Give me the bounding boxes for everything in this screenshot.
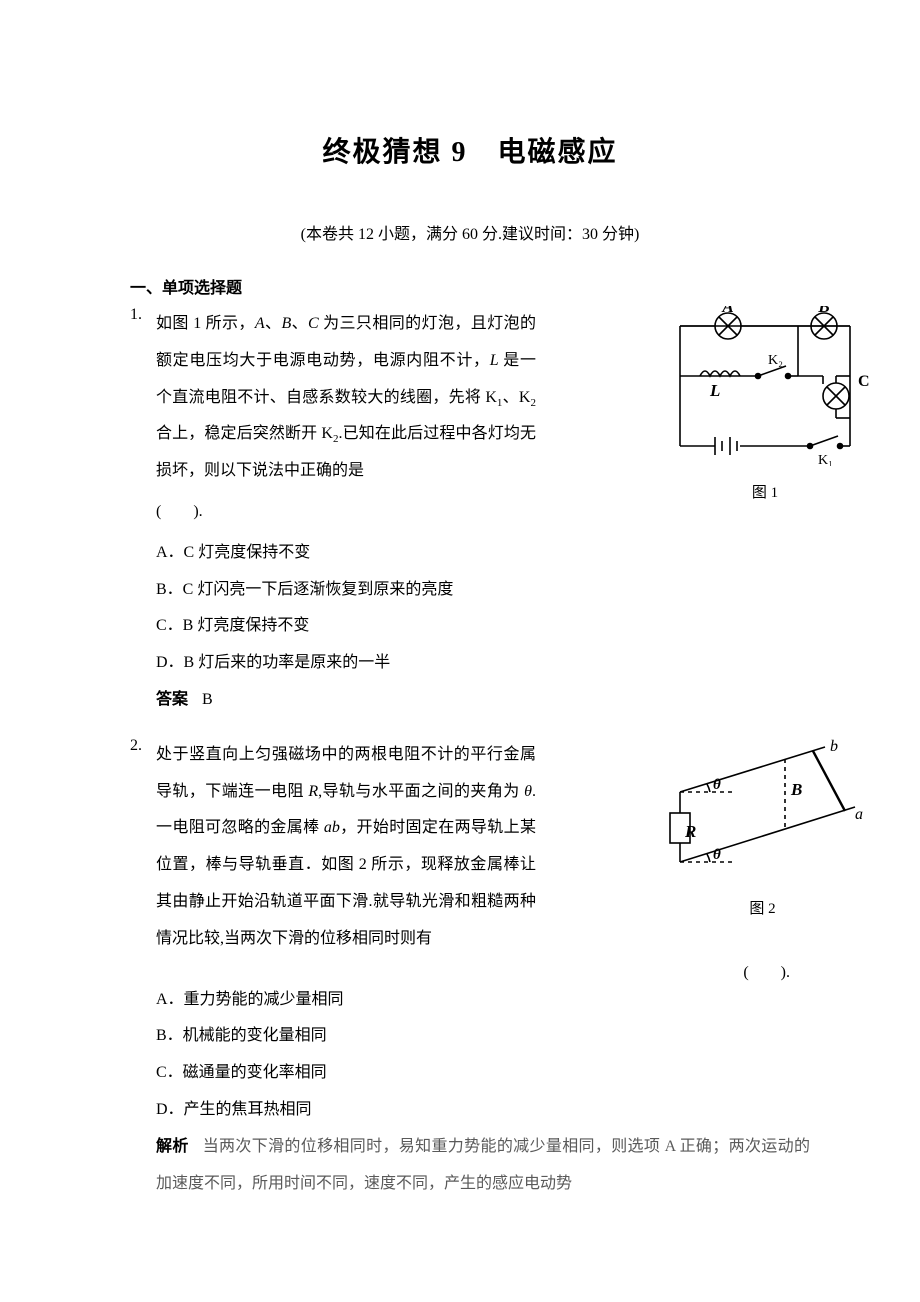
option-B: B．C 灯闪亮一下后逐渐恢复到原来的亮度: [156, 572, 810, 609]
label-a: a: [855, 806, 863, 823]
text: 、: [265, 315, 282, 332]
option-D: D．产生的焦耳热相同: [156, 1092, 810, 1129]
label-A: A: [721, 306, 733, 316]
label-K1: K₁: [818, 453, 833, 466]
figure-2: b a R B θ θ 图 2: [655, 737, 870, 918]
label-K2: K₂: [768, 353, 783, 368]
option-B: B．机械能的变化量相同: [156, 1018, 810, 1055]
text: 合上，稳定后突然断开 K: [156, 425, 333, 442]
question-2: 2.: [130, 737, 810, 1203]
question-number: 1.: [130, 306, 142, 324]
figure-1: A B C L K₂ K₁ 图 1: [660, 306, 870, 502]
answer-value: B: [202, 691, 213, 708]
circuit-diagram: A B C L K₂ K₁: [660, 306, 870, 466]
section-heading: 一、单项选择题: [130, 274, 810, 298]
label-C: C: [858, 373, 870, 390]
page-subtitle: (本卷共 12 小题，满分 60 分.建议时间：30 分钟): [130, 220, 810, 244]
label-Bfield: B: [790, 780, 802, 799]
text: ，开始时固定在两导轨上某位置，棒与导轨垂直．如图 2 所示，现释放金属棒让其由静…: [156, 819, 536, 946]
text: 如图 1 所示，: [156, 315, 255, 332]
explanation-text: 当两次下滑的位移相同时，易知重力势能的减少量相同，则选项 A 正确；两次运动的加…: [156, 1138, 810, 1192]
label-L: L: [709, 381, 720, 400]
q1-options: A．C 灯亮度保持不变 B．C 灯闪亮一下后逐渐恢复到原来的亮度 C．B 灯亮度…: [156, 535, 810, 682]
question-1: 1.: [130, 306, 810, 719]
option-C: C．B 灯亮度保持不变: [156, 608, 810, 645]
option-C: C．磁通量的变化率相同: [156, 1055, 810, 1092]
page-title: 终极猜想 9 电磁感应: [130, 130, 810, 170]
text: 、: [291, 315, 308, 332]
var-L: L: [490, 352, 499, 369]
q1-stem: 如图 1 所示，A、B、C 为三只相同的灯泡，且灯泡的额定电压均大于电源电动势，…: [156, 306, 536, 490]
q2-paren: ( ).: [156, 958, 810, 982]
answer-label: 答案: [156, 691, 188, 708]
option-D: D．B 灯后来的功率是原来的一半: [156, 645, 810, 682]
label-b: b: [830, 738, 838, 755]
text: ,导轨与水平面之间的夹角为: [318, 783, 524, 800]
q2-stem: 处于竖直向上匀强磁场中的两根电阻不计的平行金属导轨，下端连一电阻 R,导轨与水平…: [156, 737, 536, 958]
label-theta1: θ: [713, 777, 721, 793]
option-A: A．重力势能的减少量相同: [156, 982, 810, 1019]
page: 终极猜想 9 电磁感应 (本卷共 12 小题，满分 60 分.建议时间：30 分…: [0, 0, 920, 1302]
q1-answer-line: 答案 B: [156, 682, 810, 719]
figure-1-caption: 图 1: [660, 481, 870, 502]
var-B: B: [281, 315, 291, 332]
question-number: 2.: [130, 737, 142, 755]
var-C: C: [308, 315, 319, 332]
q2-options: A．重力势能的减少量相同 B．机械能的变化量相同 C．磁通量的变化率相同 D．产…: [156, 982, 810, 1129]
option-A: A．C 灯亮度保持不变: [156, 535, 810, 572]
label-R: R: [684, 822, 696, 841]
label-B: B: [817, 306, 829, 316]
var-ab: ab: [324, 819, 340, 836]
var-R: R: [308, 783, 318, 800]
text: 、K: [502, 389, 530, 406]
explanation-label: 解析: [156, 1138, 189, 1155]
label-theta2: θ: [713, 847, 721, 863]
var-A: A: [255, 315, 265, 332]
q2-explanation: 解析当两次下滑的位移相同时，易知重力势能的减少量相同，则选项 A 正确；两次运动…: [156, 1129, 810, 1203]
incline-diagram: b a R B θ θ: [655, 737, 870, 882]
var-theta: θ: [524, 783, 532, 800]
figure-2-caption: 图 2: [655, 897, 870, 918]
